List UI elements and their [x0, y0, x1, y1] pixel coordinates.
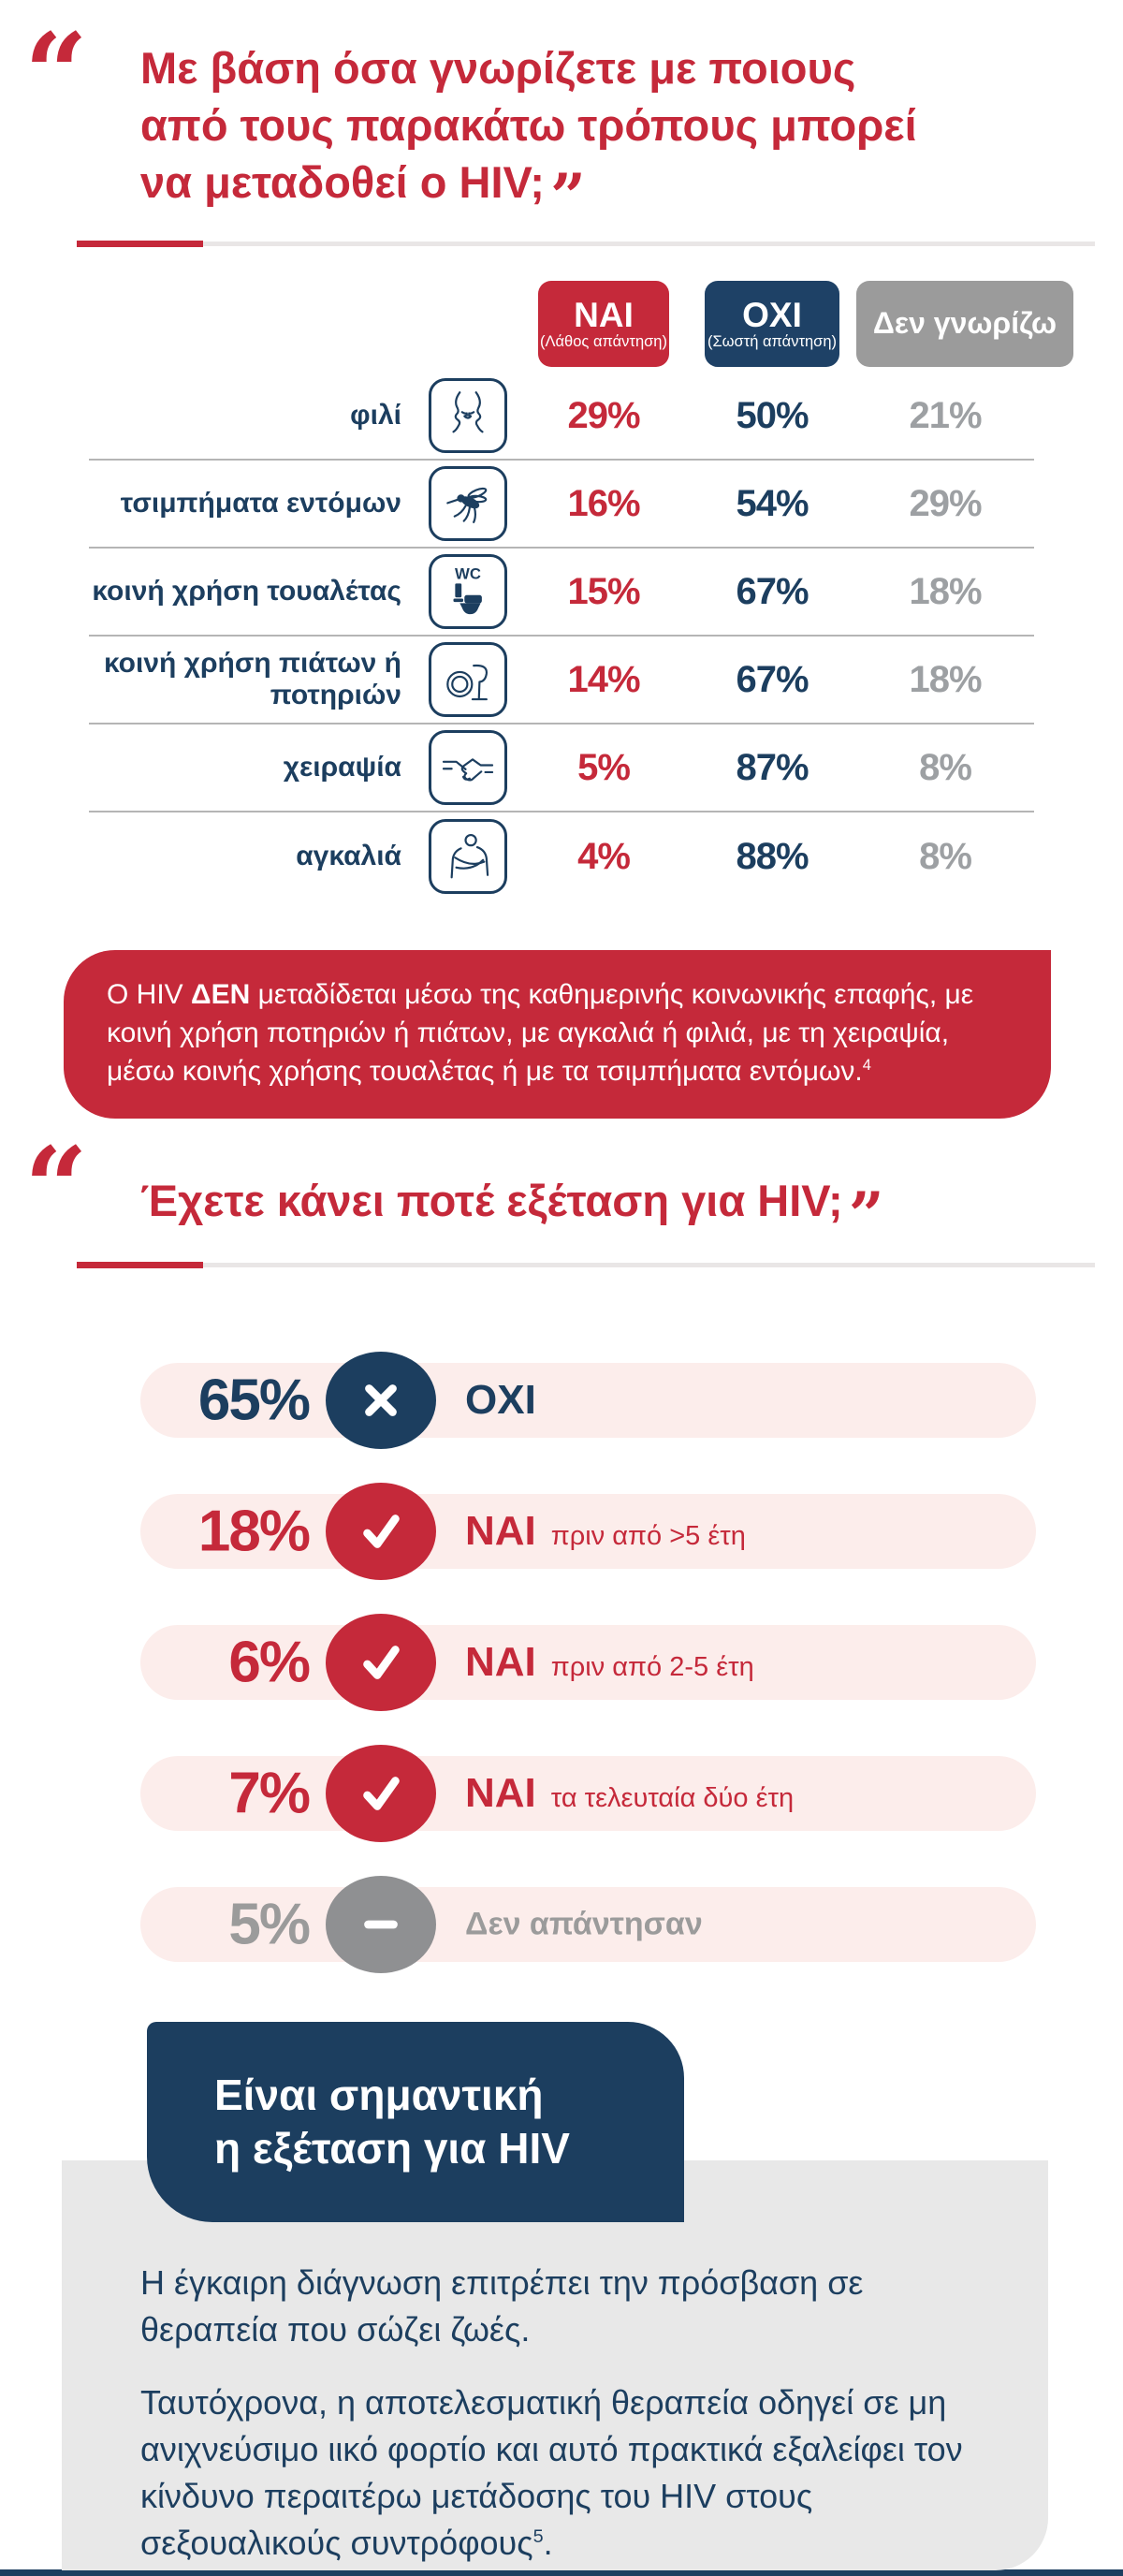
section1-title-line2: από τους παρακάτω τρόπους μπορεί	[140, 100, 917, 151]
answer-label: ΟΧΙ	[465, 1377, 536, 1423]
answer-label: ΝΑΙ πριν από 2-5 έτη	[465, 1639, 754, 1685]
open-quote-icon: “	[24, 1122, 88, 1252]
answer-pct: 65%	[197, 1368, 311, 1433]
pct-unknown: 18%	[909, 570, 982, 612]
divider-red-segment	[77, 241, 203, 247]
answer-row-oxi: 65% ΟΧΙ	[140, 1352, 1036, 1449]
callout-line1: Είναι σημαντική	[214, 2070, 544, 2119]
badge-unknown-label: Δεν γνωρίζω	[872, 306, 1057, 341]
pct-oxi: 54%	[736, 482, 809, 524]
table-row: χειραψία 5% 87% 8%	[89, 724, 1034, 812]
open-quote-icon: “	[24, 8, 88, 139]
handshake-icon	[429, 730, 507, 805]
column-badge-nai: ΝΑΙ (Λάθος απάντηση)	[538, 281, 669, 367]
pct-nai: 16%	[567, 482, 640, 524]
plate-glass-icon	[429, 642, 507, 717]
answer-row-nai-2-5: 6% ΝΑΙ πριν από 2-5 έτη	[140, 1614, 1036, 1711]
x-icon	[326, 1352, 436, 1449]
section1-title-line3: να μεταδοθεί ο HIV;”	[140, 157, 586, 234]
svg-text:WC: WC	[455, 564, 481, 582]
row-label: χειραψία	[283, 752, 401, 783]
table-row: κοινή χρήση τουαλέτας WC 15% 67% 18%	[89, 549, 1034, 637]
title-divider	[77, 1262, 1095, 1268]
dash-icon	[326, 1876, 436, 1973]
answer-label: ΝΑΙ τα τελευταία δύο έτη	[465, 1770, 795, 1816]
divider-red-segment	[77, 1262, 203, 1268]
info-paragraph-1: Η έγκαιρη διάγνωση επιτρέπει την πρόσβασ…	[140, 2263, 864, 2349]
column-badge-oxi: ΟΧΙ (Σωστή απάντηση)	[705, 281, 839, 367]
no-transmission-note: Ο HIV ΔΕΝ μεταδίδεται μέσω της καθημεριν…	[64, 950, 1051, 1120]
answer-label: Δεν απάντησαν	[465, 1906, 703, 1942]
close-quote-icon: ”	[549, 160, 586, 234]
check-icon	[326, 1745, 436, 1842]
badge-oxi-sublabel: (Σωστή απάντηση)	[707, 333, 838, 351]
row-label: τσιμπήματα εντόμων	[120, 488, 401, 520]
answer-sublabel: πριν από 2-5 έτη	[550, 1652, 754, 1682]
mosquito-icon	[429, 466, 507, 541]
table-row: αγκαλιά 4% 88% 8%	[89, 812, 1034, 900]
pct-unknown: 8%	[919, 835, 972, 877]
column-badge-unknown: Δεν γνωρίζω	[856, 281, 1073, 367]
pct-unknown: 29%	[909, 482, 982, 524]
close-quote-icon: ”	[848, 1178, 884, 1251]
pct-nai: 5%	[577, 746, 631, 788]
test-answers-list: 65% ΟΧΙ 18% ΝΑΙ πριν από >5 έτη 6%	[140, 1352, 1036, 2018]
table-row: φιλί 29% 50% 21%	[89, 373, 1034, 461]
note-bold: ΔΕΝ	[191, 979, 251, 1010]
answer-pct: 5%	[228, 1892, 311, 1957]
pct-oxi: 88%	[736, 835, 809, 877]
answer-sublabel: πριν από >5 έτη	[550, 1521, 746, 1551]
section1-title: Με βάση όσα γνωρίζετε με ποιους από τους…	[140, 39, 917, 234]
footnote-4: 4	[862, 1056, 871, 1074]
badge-oxi-label: ΟΧΙ	[742, 295, 802, 334]
answer-pct: 18%	[197, 1499, 311, 1564]
pct-oxi: 87%	[736, 746, 809, 788]
answer-pct: 7%	[228, 1761, 311, 1826]
section2-title: Έχετε κάνει ποτέ εξέταση για HIV;”	[140, 1176, 884, 1251]
answer-row-no-answer: 5% Δεν απάντησαν	[140, 1876, 1036, 1973]
row-label: κοινή χρήση τουαλέτας	[92, 576, 401, 607]
row-label: αγκαλιά	[296, 841, 401, 872]
table-row: τσιμπήματα εντόμων 16% 54% 29%	[89, 461, 1034, 549]
section1-title-line1: Με βάση όσα γνωρίζετε με ποιους	[140, 43, 856, 93]
pct-oxi: 50%	[736, 394, 809, 436]
transmission-table: φιλί 29% 50% 21% τσιμπήματα εντόμων	[89, 373, 1034, 900]
pct-nai: 14%	[567, 658, 640, 700]
answer-row-nai-5plus: 18% ΝΑΙ πριν από >5 έτη	[140, 1483, 1036, 1580]
answer-sublabel: τα τελευταία δύο έτη	[550, 1783, 795, 1813]
pct-unknown: 8%	[919, 746, 972, 788]
table-row: κοινή χρήση πιάτων ή ποτηριών 14% 67% 18…	[89, 637, 1034, 724]
pct-unknown: 18%	[909, 658, 982, 700]
answer-label: ΝΑΙ πριν από >5 έτη	[465, 1508, 746, 1554]
row-label: κοινή χρήση πιάτων ή ποτηριών	[103, 648, 401, 710]
testing-importance-callout: Είναι σημαντική η εξέταση για HIV	[147, 2022, 684, 2222]
pct-nai: 4%	[577, 835, 631, 877]
kiss-icon	[429, 378, 507, 453]
pct-unknown: 21%	[909, 394, 982, 436]
check-icon	[326, 1483, 436, 1580]
pct-oxi: 67%	[736, 570, 809, 612]
callout-line2: η εξέταση για HIV	[214, 2124, 570, 2173]
answer-row-nai-last2: 7% ΝΑΙ τα τελευταία δύο έτη	[140, 1745, 1036, 1842]
row-label: φιλί	[350, 400, 401, 432]
pct-nai: 29%	[567, 394, 640, 436]
check-icon	[326, 1614, 436, 1711]
testing-info-panel: Η έγκαιρη διάγνωση επιτρέπει την πρόσβασ…	[62, 2160, 1048, 2570]
badge-nai-label: ΝΑΙ	[574, 295, 634, 334]
info-paragraph-2: Ταυτόχρονα, η αποτελεσματική θεραπεία οδ…	[140, 2383, 963, 2563]
title-divider	[77, 241, 1095, 247]
pct-nai: 15%	[567, 570, 640, 612]
hug-icon	[429, 819, 507, 894]
footnote-5: 5	[532, 2526, 544, 2548]
answer-pct: 6%	[228, 1630, 311, 1695]
badge-nai-sublabel: (Λάθος απάντηση)	[540, 333, 667, 351]
wc-toilet-icon: WC	[429, 554, 507, 629]
footer-bar	[0, 2569, 1123, 2576]
pct-oxi: 67%	[736, 658, 809, 700]
